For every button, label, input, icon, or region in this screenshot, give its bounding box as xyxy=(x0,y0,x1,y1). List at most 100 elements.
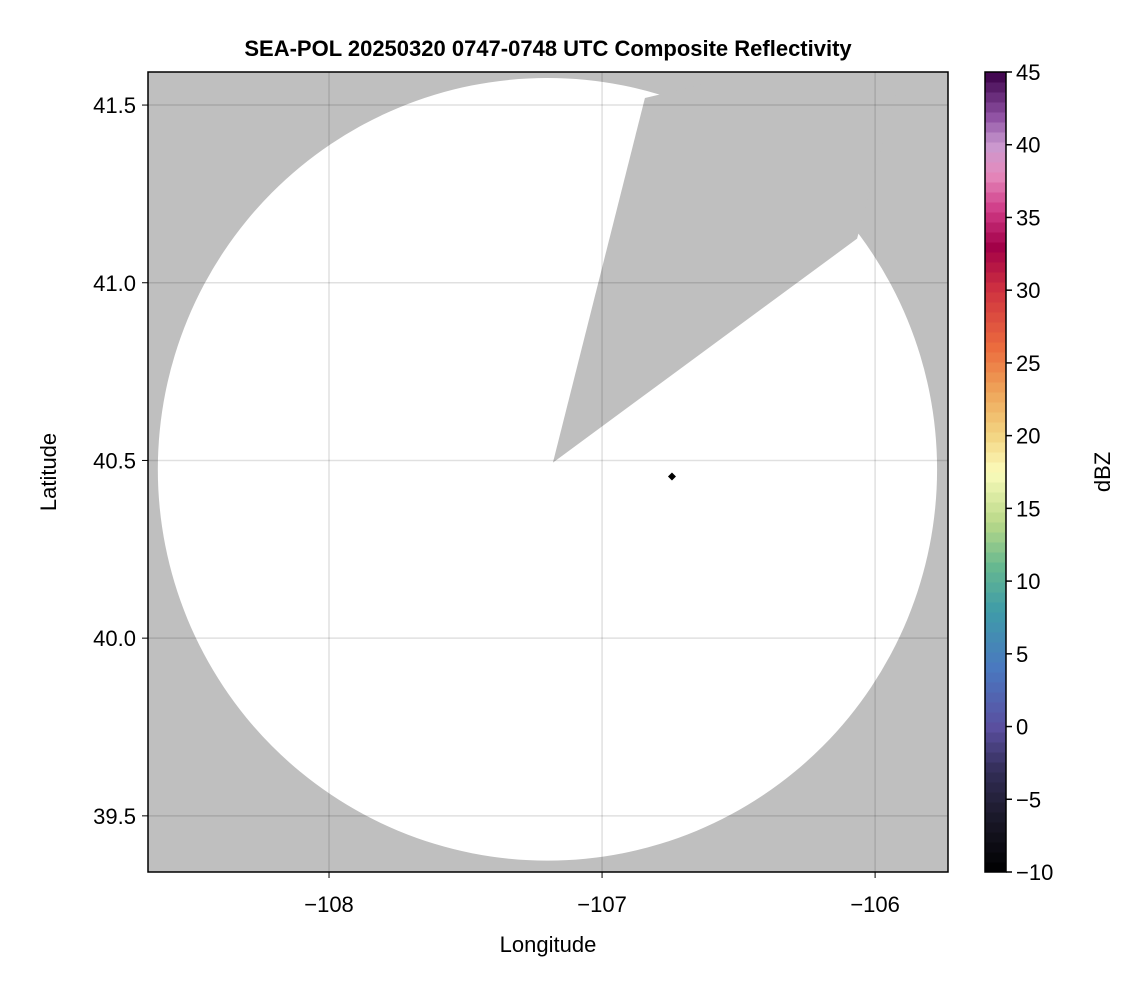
y-axis: 39.5 40.0 40.5 41.0 41.5 xyxy=(93,93,148,829)
colorbar-tick-label: 30 xyxy=(1016,278,1040,303)
colorbar-bin xyxy=(985,122,1006,133)
colorbar-tick-label: 25 xyxy=(1016,351,1040,376)
colorbar-bin xyxy=(985,322,1006,333)
colorbar-bin xyxy=(985,292,1006,303)
colorbar-bin xyxy=(985,82,1006,93)
colorbar-bin xyxy=(985,542,1006,553)
colorbar-tick-label: 35 xyxy=(1016,205,1040,230)
grid-lines xyxy=(148,72,948,872)
colorbar-tick-label: 20 xyxy=(1016,424,1040,449)
plot-area xyxy=(148,72,948,872)
colorbar-bin xyxy=(985,242,1006,253)
colorbar-tick-label: 0 xyxy=(1016,715,1028,740)
colorbar-frame xyxy=(984,71,1007,873)
colorbar-tick-label: 40 xyxy=(1016,133,1040,158)
colorbar-bin xyxy=(985,132,1006,143)
colorbar-bin xyxy=(985,452,1006,463)
y-tick-label: 41.0 xyxy=(93,271,136,296)
blocked-sector xyxy=(552,72,902,463)
colorbar-bin xyxy=(985,852,1006,863)
colorbar-bin xyxy=(985,512,1006,523)
colorbar-bin xyxy=(985,552,1006,563)
colorbar-bin xyxy=(985,742,1006,753)
colorbar-bin xyxy=(985,282,1006,293)
colorbar-bin xyxy=(985,642,1006,653)
colorbar-tick-label: 45 xyxy=(1016,60,1040,85)
plot-frame xyxy=(147,71,949,873)
y-axis-label: Latitude xyxy=(36,433,61,511)
colorbar-bin xyxy=(985,432,1006,443)
colorbar-bin xyxy=(985,752,1006,763)
colorbar-bin xyxy=(985,422,1006,433)
colorbar-bin xyxy=(985,662,1006,673)
colorbar-bin xyxy=(985,102,1006,113)
colorbar-bin xyxy=(985,582,1006,593)
x-tick-label: −108 xyxy=(304,892,354,917)
y-tick-label: 39.5 xyxy=(93,804,136,829)
colorbar-bin xyxy=(985,332,1006,343)
colorbar-bin xyxy=(985,612,1006,623)
colorbar-bin xyxy=(985,402,1006,413)
x-tick-label: −106 xyxy=(850,892,900,917)
colorbar-bin xyxy=(985,732,1006,743)
colorbar-bin xyxy=(985,792,1006,803)
colorbar-bin xyxy=(985,112,1006,123)
colorbar-bin xyxy=(985,172,1006,183)
colorbar-tick-label: 5 xyxy=(1016,642,1028,667)
colorbar-bin xyxy=(985,92,1006,103)
colorbar-bin xyxy=(985,812,1006,823)
colorbar-bin xyxy=(985,692,1006,703)
colorbar-bin xyxy=(985,782,1006,793)
colorbar-bin xyxy=(985,232,1006,243)
colorbar-bin xyxy=(985,602,1006,613)
y-tick-label: 40.0 xyxy=(93,626,136,651)
colorbar-bin xyxy=(985,72,1006,83)
colorbar-bin xyxy=(985,682,1006,693)
colorbar-bin xyxy=(985,572,1006,583)
colorbar-bin xyxy=(985,462,1006,473)
colorbar-bin xyxy=(985,762,1006,773)
colorbar-bin xyxy=(985,702,1006,713)
colorbar-tick-label: −10 xyxy=(1016,860,1053,885)
colorbar-bin xyxy=(985,472,1006,483)
colorbar-bin xyxy=(985,382,1006,393)
colorbar-bin xyxy=(985,842,1006,853)
colorbar: −10 −5 0 5 10 15 20 25 30 35 40 45 xyxy=(984,60,1053,885)
colorbar-bin xyxy=(985,222,1006,233)
colorbar-bin xyxy=(985,162,1006,173)
colorbar-bin xyxy=(985,262,1006,273)
colorbar-bin xyxy=(985,802,1006,813)
colorbar-bin xyxy=(985,492,1006,503)
y-tick-label: 40.5 xyxy=(93,448,136,473)
chart-title: SEA-POL 20250320 0747-0748 UTC Composite… xyxy=(244,36,852,61)
colorbar-bin xyxy=(985,342,1006,353)
colorbar-bin xyxy=(985,412,1006,423)
y-tick-label: 41.5 xyxy=(93,93,136,118)
x-tick-label: −107 xyxy=(577,892,627,917)
colorbar-bin xyxy=(985,182,1006,193)
x-axis: −108 −107 −106 xyxy=(304,872,900,917)
colorbar-bin xyxy=(985,652,1006,663)
colorbar-bin xyxy=(985,302,1006,313)
colorbar-bin xyxy=(985,152,1006,163)
colorbar-tick-label: 15 xyxy=(1016,496,1040,521)
colorbar-bin xyxy=(985,862,1006,873)
radar-site-marker xyxy=(667,472,676,481)
colorbar-bin xyxy=(985,632,1006,643)
colorbar-bin xyxy=(985,712,1006,723)
colorbar-bin xyxy=(985,482,1006,493)
colorbar-bin xyxy=(985,202,1006,213)
colorbar-bin xyxy=(985,822,1006,833)
colorbar-bin xyxy=(985,772,1006,783)
colorbar-bin xyxy=(985,212,1006,223)
colorbar-bin xyxy=(985,832,1006,843)
colorbar-bin xyxy=(985,532,1006,543)
colorbar-bin xyxy=(985,442,1006,453)
colorbar-bin xyxy=(985,722,1006,733)
colorbar-bin xyxy=(985,562,1006,573)
colorbar-bin xyxy=(985,312,1006,323)
colorbar-bin xyxy=(985,142,1006,153)
colorbar-bin xyxy=(985,672,1006,683)
colorbar-bin xyxy=(985,622,1006,633)
colorbar-bin xyxy=(985,502,1006,513)
